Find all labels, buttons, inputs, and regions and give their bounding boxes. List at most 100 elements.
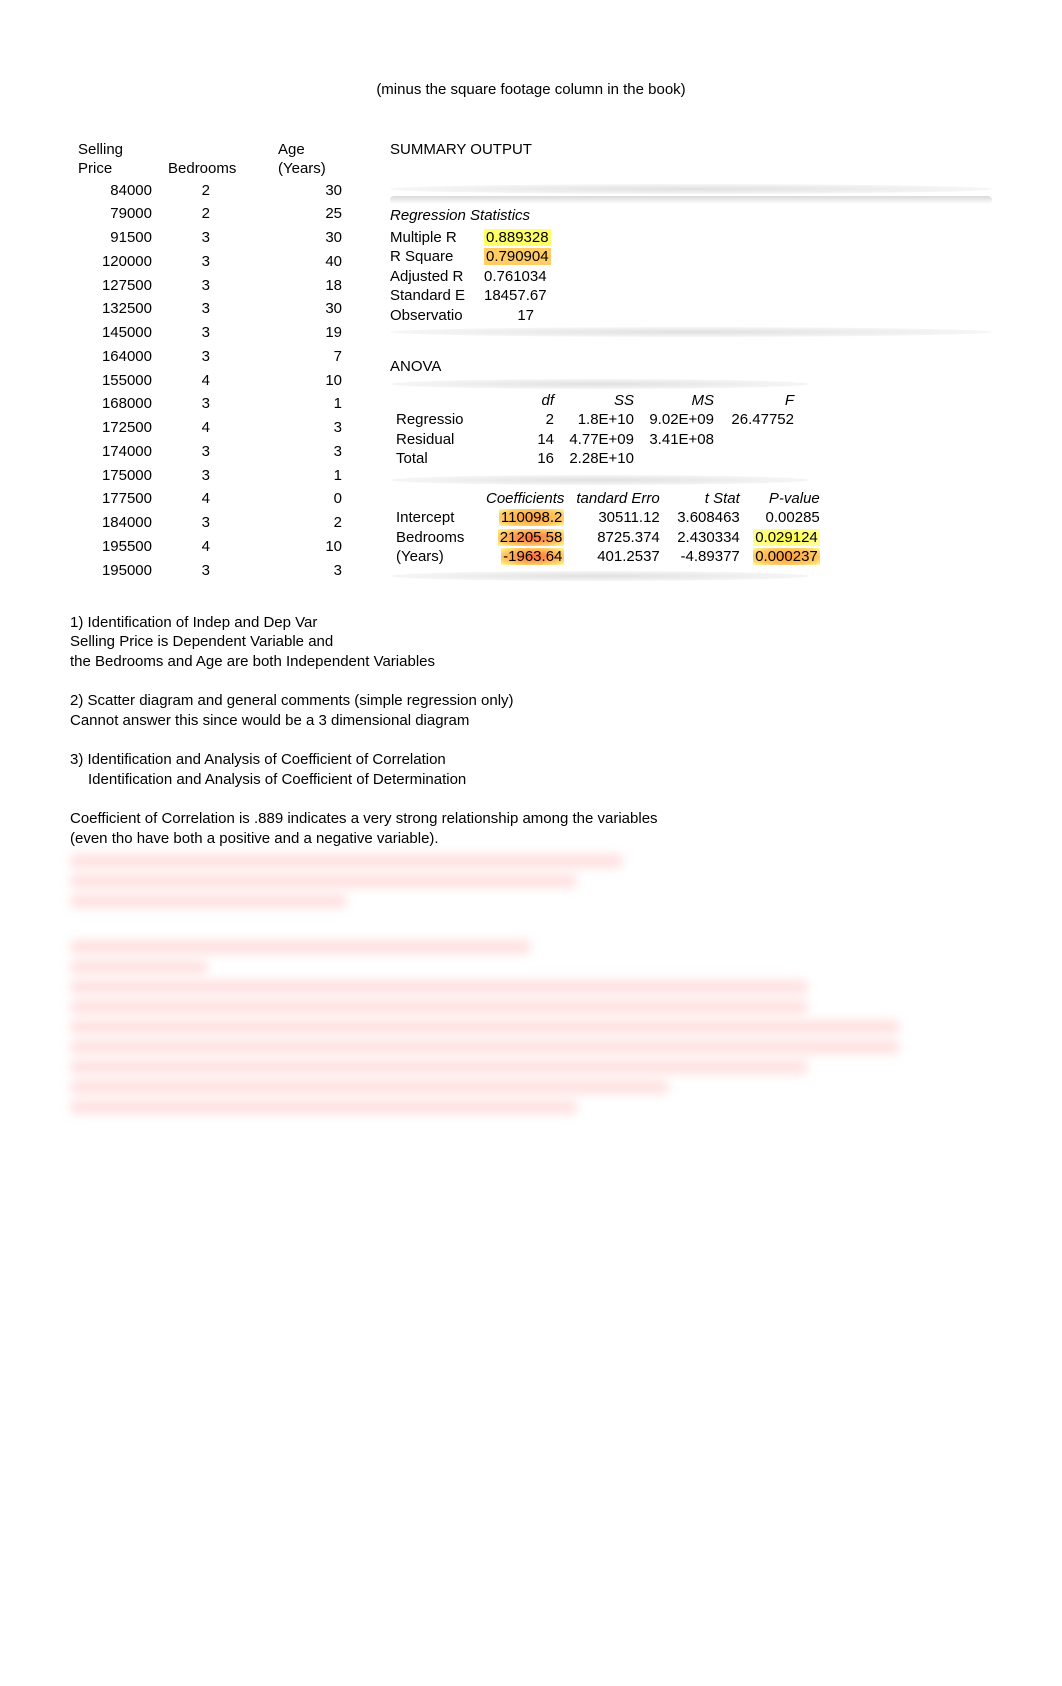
note-4b: (even tho have both a positive and a neg… xyxy=(70,829,992,849)
table-row: 17400033 xyxy=(70,440,350,464)
cell-age: 3 xyxy=(270,440,350,464)
cell-price: 184000 xyxy=(70,511,160,535)
table-row: 127500318 xyxy=(70,274,350,298)
coef-p-h: P-value xyxy=(746,489,826,509)
cell-bed: 3 xyxy=(160,464,270,488)
table-row: 120000340 xyxy=(70,250,350,274)
multiple-r-val: 0.889328 xyxy=(484,229,551,246)
cell-age: 3 xyxy=(270,416,350,440)
note-2b: Cannot answer this since would be a 3 di… xyxy=(70,711,992,731)
col-bed-l2: Bedrooms xyxy=(160,159,270,179)
note-2a: 2) Scatter diagram and general comments … xyxy=(70,691,992,711)
cell-bed: 2 xyxy=(160,202,270,226)
cell-age: 2 xyxy=(270,511,350,535)
coef-int-p: 0.00285 xyxy=(746,508,826,528)
coef-bed-label: Bedrooms xyxy=(390,528,480,548)
cell-bed: 3 xyxy=(160,345,270,369)
coef-int-t: 3.608463 xyxy=(666,508,746,528)
regression-stats: Regression Statistics Multiple R 0.88932… xyxy=(390,184,992,337)
note-1c: the Bedrooms and Age are both Independen… xyxy=(70,652,992,672)
cell-age: 30 xyxy=(270,297,350,321)
table-row: 17250043 xyxy=(70,416,350,440)
anova-reg-df: 2 xyxy=(480,410,560,430)
anova-res-ss: 4.77E+09 xyxy=(560,430,640,450)
cell-bed: 4 xyxy=(160,369,270,393)
cell-age: 7 xyxy=(270,345,350,369)
coef-int-label: Intercept xyxy=(390,508,480,528)
cell-age: 19 xyxy=(270,321,350,345)
cell-bed: 3 xyxy=(160,250,270,274)
cell-age: 18 xyxy=(270,274,350,298)
note-1a: 1) Identification of Indep and Dep Var xyxy=(70,613,992,633)
redacted-block-1 xyxy=(70,854,992,908)
col-price-l1: Selling xyxy=(70,140,160,160)
coef-se-h: tandard Erro xyxy=(570,489,665,509)
table-row: 18400032 xyxy=(70,511,350,535)
cell-price: 174000 xyxy=(70,440,160,464)
anova-table: df SS MS F Regressio 2 1.8E+10 9.02E+09 … xyxy=(390,391,800,469)
coef-yr-se: 401.2537 xyxy=(570,547,665,567)
cell-bed: 3 xyxy=(160,511,270,535)
cell-bed: 3 xyxy=(160,226,270,250)
note-4a: Coefficient of Correlation is .889 indic… xyxy=(70,809,992,829)
top-section: Selling Age Price Bedrooms (Years) 84000… xyxy=(70,140,992,583)
cell-price: 91500 xyxy=(70,226,160,250)
note-1b: Selling Price is Dependent Variable and xyxy=(70,632,992,652)
cell-price: 120000 xyxy=(70,250,160,274)
cell-price: 127500 xyxy=(70,274,160,298)
anova-tot-df: 16 xyxy=(480,449,560,469)
cell-bed: 3 xyxy=(160,274,270,298)
table-row: 79000225 xyxy=(70,202,350,226)
obs-label: Observatio xyxy=(390,306,480,326)
table-row: 91500330 xyxy=(70,226,350,250)
cell-price: 132500 xyxy=(70,297,160,321)
cell-bed: 3 xyxy=(160,392,270,416)
table-row: 155000410 xyxy=(70,369,350,393)
multiple-r-label: Multiple R xyxy=(390,228,480,248)
anova-title: ANOVA xyxy=(390,357,992,377)
col-age-l2: (Years) xyxy=(270,159,350,179)
col-bed-empty xyxy=(160,140,270,160)
coef-c-h: Coefficients xyxy=(480,489,570,509)
table-row: 132500330 xyxy=(70,297,350,321)
cell-price: 195500 xyxy=(70,535,160,559)
r-square-val: 0.790904 xyxy=(484,248,551,265)
anova-ms-h: MS xyxy=(640,391,720,411)
coef-table: Coefficients tandard Erro t Stat P-value… xyxy=(390,489,826,567)
cell-price: 84000 xyxy=(70,179,160,203)
cell-bed: 3 xyxy=(160,559,270,583)
coef-bed-t: 2.430334 xyxy=(666,528,746,548)
table-row: 16800031 xyxy=(70,392,350,416)
cell-price: 177500 xyxy=(70,487,160,511)
std-err-val: 18457.67 xyxy=(484,286,564,306)
cell-bed: 4 xyxy=(160,535,270,559)
summary-title: SUMMARY OUTPUT xyxy=(390,140,992,160)
table-row: 19500033 xyxy=(70,559,350,583)
coef-bed-c: 21205.58 xyxy=(498,529,565,546)
anova-res-df: 14 xyxy=(480,430,560,450)
anova-f-h: F xyxy=(720,391,800,411)
r-square-label: R Square xyxy=(390,247,480,267)
note-3b: Identification and Analysis of Coefficie… xyxy=(70,770,992,790)
cell-price: 195000 xyxy=(70,559,160,583)
reg-stats-header: Regression Statistics xyxy=(390,196,992,226)
cell-bed: 2 xyxy=(160,179,270,203)
cell-age: 3 xyxy=(270,559,350,583)
data-table: Selling Age Price Bedrooms (Years) 84000… xyxy=(70,140,350,583)
cell-price: 164000 xyxy=(70,345,160,369)
table-row: 17500031 xyxy=(70,464,350,488)
anova-reg-ms: 9.02E+09 xyxy=(640,410,720,430)
cell-price: 145000 xyxy=(70,321,160,345)
table-row: 145000319 xyxy=(70,321,350,345)
anova-reg-label: Regressio xyxy=(390,410,480,430)
cell-bed: 3 xyxy=(160,440,270,464)
anova-res-ms: 3.41E+08 xyxy=(640,430,720,450)
cell-age: 30 xyxy=(270,179,350,203)
coef-int-se: 30511.12 xyxy=(570,508,665,528)
cell-price: 168000 xyxy=(70,392,160,416)
note-3a: 3) Identification and Analysis of Coeffi… xyxy=(70,750,992,770)
notes-section: 1) Identification of Indep and Dep Var S… xyxy=(70,613,992,1115)
cell-age: 25 xyxy=(270,202,350,226)
anova-df-h: df xyxy=(480,391,560,411)
cell-age: 10 xyxy=(270,535,350,559)
